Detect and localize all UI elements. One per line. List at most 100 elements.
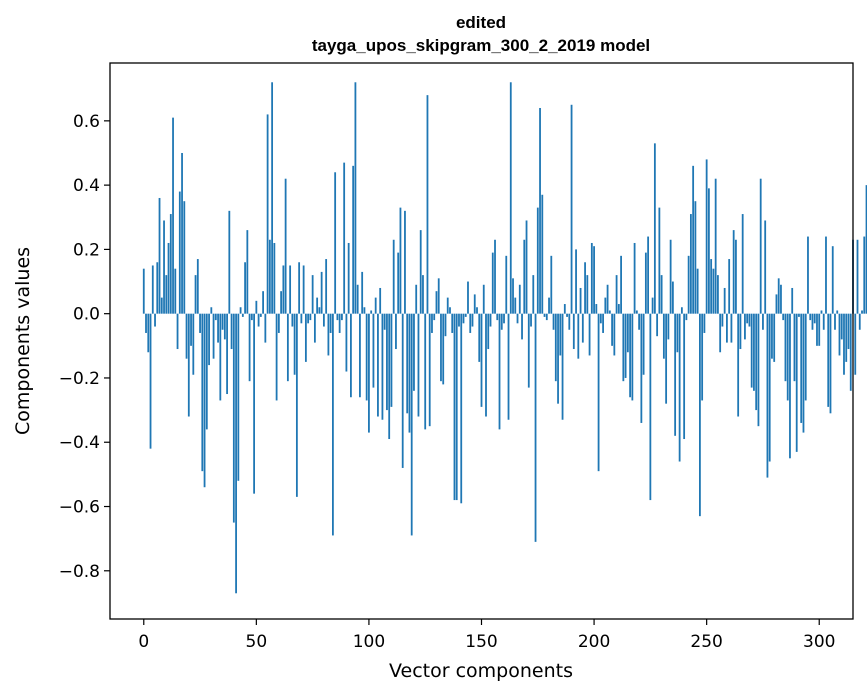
bar [829,313,832,414]
bar [753,313,755,391]
bar [656,313,659,337]
bar [284,178,287,314]
bar [530,313,532,327]
bar [773,313,776,362]
bar [759,178,762,314]
bar [154,313,156,327]
bar [766,313,769,478]
bar [570,104,573,314]
bar [194,275,197,314]
bar [626,313,629,353]
bar [149,313,152,449]
bar [433,313,436,321]
bar [500,313,503,330]
bar [266,114,269,314]
bar [174,268,177,314]
bar [541,194,544,314]
bar [539,107,541,314]
bar [271,82,274,314]
bar [241,313,244,317]
bar [775,294,778,314]
bar [368,313,370,433]
bar [228,210,231,314]
bar [831,246,834,314]
bar [581,313,584,343]
bar [374,297,377,314]
bar [721,313,724,327]
bar [419,230,422,314]
bar [223,313,226,340]
bar [820,310,823,314]
bar [712,268,715,314]
bar [822,313,825,330]
bar [741,214,744,314]
bar [703,313,706,333]
bar [624,313,627,378]
bar [579,287,582,314]
bar [187,313,190,417]
x-tick-label: 200 [578,632,610,652]
bar [370,310,373,314]
bar [410,313,413,536]
bar [464,313,467,317]
bar [196,259,199,314]
bar [417,313,420,417]
bar [680,307,683,314]
y-tick-label: 0.2 [73,240,100,260]
bar [496,313,499,321]
bar [280,291,283,314]
x-tick-label: 150 [465,632,497,652]
y-tick-label: 0.4 [73,176,100,196]
bar [816,313,818,346]
bar [717,275,719,314]
bar [658,207,661,314]
bar [633,242,636,314]
bar [455,313,458,501]
bar [386,313,388,411]
bar [671,281,674,314]
bar [575,249,577,314]
bar [262,291,264,314]
bar [273,242,276,314]
bar [381,313,384,420]
bar [642,313,645,375]
bar [172,117,174,314]
bar [518,284,521,314]
bar [588,313,591,356]
bar [327,313,330,356]
bar [264,313,267,343]
bar [685,313,688,321]
bar [397,252,400,314]
bar [523,239,526,314]
bar [730,313,733,343]
bar [446,297,449,314]
bar [809,313,812,321]
bar [653,143,656,314]
bar [341,313,343,321]
bar [699,313,701,517]
bar [440,313,442,382]
bar [320,271,323,314]
bar [764,220,767,314]
bar [534,313,537,542]
bar [257,313,260,327]
chart-title-line2: tayga_upos_skipgram_300_2_2019 model [312,36,650,55]
bar [561,313,564,420]
bar [183,201,186,314]
bar [359,313,361,398]
bar [557,313,559,404]
bar [428,313,431,427]
bar [494,239,496,314]
bar [395,313,397,350]
y-tick-label: 0.6 [73,112,100,132]
bar [156,262,159,314]
bar [298,262,301,314]
bar [665,313,668,404]
bar [714,178,717,314]
bar [705,159,708,314]
bar [521,313,523,340]
bar [514,297,517,314]
bar [640,313,643,423]
y-tick-label: −0.4 [59,433,100,453]
bar [798,313,800,317]
